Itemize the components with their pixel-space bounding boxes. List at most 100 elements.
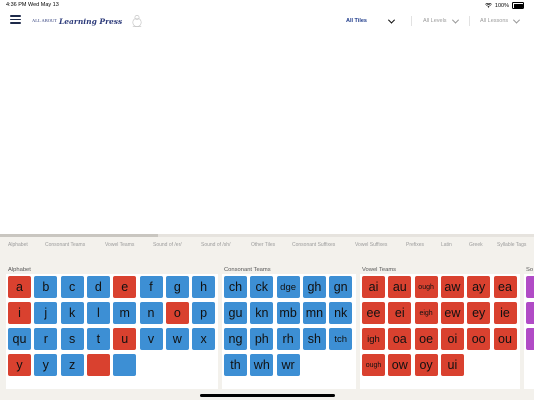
letter-tile[interactable]: gu xyxy=(224,302,247,324)
letter-tile[interactable]: ew xyxy=(440,302,464,324)
letter-tile[interactable]: ui xyxy=(440,354,464,376)
letter-tile[interactable]: s xyxy=(60,328,84,350)
letter-tile[interactable]: oe xyxy=(414,328,438,350)
letter-tile[interactable]: wr xyxy=(276,354,300,376)
letter-tile[interactable]: x xyxy=(192,328,216,350)
letter-tile[interactable]: ay xyxy=(467,276,491,298)
letter-tile[interactable]: wh xyxy=(250,354,274,376)
letter-tile[interactable]: ei xyxy=(388,302,412,324)
category-tab[interactable]: Sound of /er/ xyxy=(153,242,182,248)
letter-tile[interactable]: ey xyxy=(467,302,491,324)
letter-tile[interactable]: gh xyxy=(302,276,326,298)
letter-tile[interactable]: mn xyxy=(302,302,326,324)
tiles-filter-label: All Tiles xyxy=(346,18,367,24)
category-tab[interactable]: Consonant Teams xyxy=(45,242,86,248)
letter-tile[interactable]: dge xyxy=(276,276,300,298)
letter-tile[interactable]: tch xyxy=(329,328,353,350)
letter-tile[interactable]: ow xyxy=(388,354,412,376)
letter-tile[interactable]: l xyxy=(86,302,110,324)
section-title-sound-er: So xyxy=(526,267,534,273)
letter-tile[interactable]: ie xyxy=(493,302,517,324)
category-tab[interactable]: Consonant Suffixes xyxy=(292,242,336,248)
letter-tile[interactable]: nk xyxy=(329,302,353,324)
category-tab[interactable]: Other Tiles xyxy=(251,242,276,248)
mascot-icon xyxy=(132,15,142,27)
letter-tile[interactable]: ough xyxy=(362,354,385,376)
letter-tile[interactable]: g xyxy=(165,276,189,298)
letter-tile[interactable]: ck xyxy=(250,276,274,298)
tray-scrollbar[interactable] xyxy=(0,234,158,237)
letter-tile[interactable]: y xyxy=(34,354,58,376)
letter-tile[interactable]: igh xyxy=(362,328,385,350)
filter-divider xyxy=(469,16,470,26)
lessons-filter-label: All Lessons xyxy=(480,18,509,24)
letter-tile[interactable]: ng xyxy=(224,328,247,350)
category-tab[interactable]: Alphabet xyxy=(8,242,28,248)
category-tab[interactable]: Latin xyxy=(441,242,452,248)
app-logo: ALL ABOUT Learning Press xyxy=(32,12,144,30)
letter-tile[interactable]: qu xyxy=(8,328,31,350)
letter-tile[interactable]: k xyxy=(60,302,84,324)
letter-tile[interactable] xyxy=(113,354,137,376)
letter-tile[interactable]: ai xyxy=(362,276,385,298)
category-tab[interactable]: Sound of /sh/ xyxy=(201,242,231,248)
category-tab[interactable]: Prefixes xyxy=(406,242,425,248)
letter-tile[interactable] xyxy=(526,276,534,298)
letter-tile[interactable]: v xyxy=(139,328,163,350)
letter-tile[interactable]: oo xyxy=(467,328,491,350)
letter-tile[interactable]: p xyxy=(192,302,216,324)
letter-tile[interactable]: ou xyxy=(493,328,517,350)
letter-tile[interactable]: r xyxy=(34,328,58,350)
letter-tile[interactable]: eigh xyxy=(414,302,438,324)
category-tab[interactable]: Vowel Teams xyxy=(105,242,135,248)
letter-tile[interactable]: ough xyxy=(414,276,438,298)
letter-tile[interactable]: ph xyxy=(250,328,274,350)
section-title-consonant-teams: Consonant Teams xyxy=(224,267,271,273)
tiles-filter-dropdown[interactable]: All Tiles xyxy=(346,14,396,28)
letter-tile[interactable] xyxy=(526,302,534,324)
category-tab[interactable]: Vowel Suffixes xyxy=(355,242,388,248)
letter-tile[interactable]: oy xyxy=(414,354,438,376)
letter-tile[interactable]: m xyxy=(113,302,137,324)
letter-tile[interactable] xyxy=(86,354,110,376)
letter-tile[interactable]: kn xyxy=(250,302,274,324)
letter-tile[interactable]: mb xyxy=(276,302,300,324)
tile-workspace[interactable] xyxy=(0,32,534,235)
letter-tile[interactable]: th xyxy=(224,354,247,376)
letter-tile[interactable]: e xyxy=(113,276,137,298)
letter-tile[interactable]: j xyxy=(34,302,58,324)
letter-tile[interactable]: a xyxy=(8,276,31,298)
letter-tile[interactable]: z xyxy=(60,354,84,376)
letter-tile[interactable]: o xyxy=(165,302,189,324)
letter-tile[interactable]: oa xyxy=(388,328,412,350)
letter-tile[interactable]: w xyxy=(165,328,189,350)
letter-tile[interactable]: gn xyxy=(329,276,353,298)
letter-tile[interactable]: sh xyxy=(302,328,326,350)
letter-tile[interactable]: aw xyxy=(440,276,464,298)
category-tab[interactable]: Syllable Tags xyxy=(497,242,527,248)
letter-tile[interactable]: au xyxy=(388,276,412,298)
home-indicator xyxy=(200,394,335,397)
letter-tile[interactable]: rh xyxy=(276,328,300,350)
letter-tile[interactable]: ch xyxy=(224,276,247,298)
letter-tile[interactable]: ea xyxy=(493,276,517,298)
letter-tile[interactable]: t xyxy=(86,328,110,350)
letter-tile[interactable]: oi xyxy=(440,328,464,350)
lessons-filter-dropdown[interactable]: All Lessons xyxy=(480,14,521,28)
menu-icon[interactable] xyxy=(10,15,21,24)
letter-tile[interactable]: n xyxy=(139,302,163,324)
letter-tile[interactable] xyxy=(526,328,534,350)
letter-tile[interactable]: c xyxy=(60,276,84,298)
letter-tile[interactable]: y xyxy=(8,354,31,376)
letter-tile[interactable]: i xyxy=(8,302,31,324)
levels-filter-dropdown[interactable]: All Levels xyxy=(423,14,459,28)
letter-tile[interactable]: f xyxy=(139,276,163,298)
letter-tile[interactable]: b xyxy=(34,276,58,298)
letter-tile[interactable]: ee xyxy=(362,302,385,324)
sound-er-panel xyxy=(524,274,534,389)
letter-tile[interactable]: u xyxy=(113,328,137,350)
letter-tile[interactable]: d xyxy=(86,276,110,298)
vowel-teams-panel: ai au ough aw ay ea ee ei eigh ew ey ie igh oa oe oi oo o… xyxy=(360,274,520,389)
category-tab[interactable]: Greek xyxy=(469,242,483,248)
letter-tile[interactable]: h xyxy=(192,276,216,298)
